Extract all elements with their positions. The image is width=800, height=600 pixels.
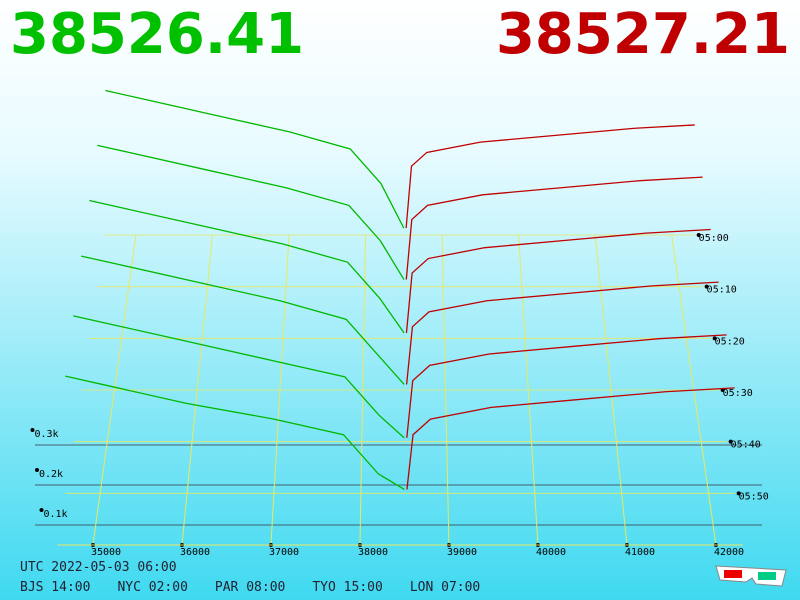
ask-depth-line [405, 176, 703, 280]
price-tick-label: 35000 [91, 547, 121, 558]
price-tick-label: 41000 [625, 547, 655, 558]
tick-dot [712, 336, 717, 341]
ask-price: 38527.21 [495, 2, 790, 67]
tick-dot [30, 428, 35, 432]
tick-dot [704, 284, 709, 289]
price-tick-label: 37000 [269, 547, 299, 558]
zone-time: NYC 02:00 [117, 580, 188, 595]
zone-time: TYO 15:00 [312, 580, 383, 595]
ask-depth-line [406, 334, 727, 438]
bid-depth-line [81, 255, 405, 385]
glasses-icon [715, 565, 787, 587]
tick-dot [39, 508, 44, 512]
bid-depth-line [65, 375, 405, 490]
zone-time: PAR 08:00 [214, 580, 286, 595]
time-tick-label: 05:20 [715, 336, 745, 347]
time-tick-label: 05:30 [723, 388, 753, 399]
time-zones: BJS 14:00 NYC 02:00 PAR 08:00 TYO 15:00 LON … [20, 580, 480, 595]
bid-depth-line [97, 144, 405, 280]
time-tick-label: 05:40 [731, 440, 761, 451]
bid-price: 38526.41 [10, 2, 305, 67]
ask-depth-line [405, 281, 719, 385]
utc-time: UTC 2022-05-03 06:00 [20, 560, 177, 575]
price-tick-label: 39000 [447, 547, 477, 558]
price-tick-label: 42000 [714, 547, 744, 558]
price-tick-label: 40000 [536, 547, 566, 558]
bid-depth-line [105, 89, 405, 229]
time-tick-label: 05:00 [699, 233, 729, 244]
bid-depth-line [89, 199, 405, 334]
bid-depth-line [73, 315, 405, 439]
price-tick-label: 38000 [358, 547, 388, 558]
tick-dot [728, 439, 733, 444]
depth-tick-label: 0.3k [35, 429, 59, 440]
tick-dot [35, 468, 39, 472]
ask-depth-line [405, 124, 695, 229]
tick-dot [696, 233, 701, 237]
depth-tick-label: 0.2k [39, 469, 63, 480]
zone-time: BJS 14:00 [20, 580, 91, 595]
depth-tick-label: 0.1k [44, 509, 68, 520]
ask-depth-line [406, 387, 735, 490]
time-tick-label: 05:50 [739, 491, 769, 502]
time-tick-label: 05:10 [707, 285, 737, 296]
ask-depth-line [405, 228, 711, 333]
price-tick-label: 36000 [180, 547, 210, 558]
tick-dot [736, 491, 741, 496]
zone-time: LON 07:00 [409, 580, 481, 595]
